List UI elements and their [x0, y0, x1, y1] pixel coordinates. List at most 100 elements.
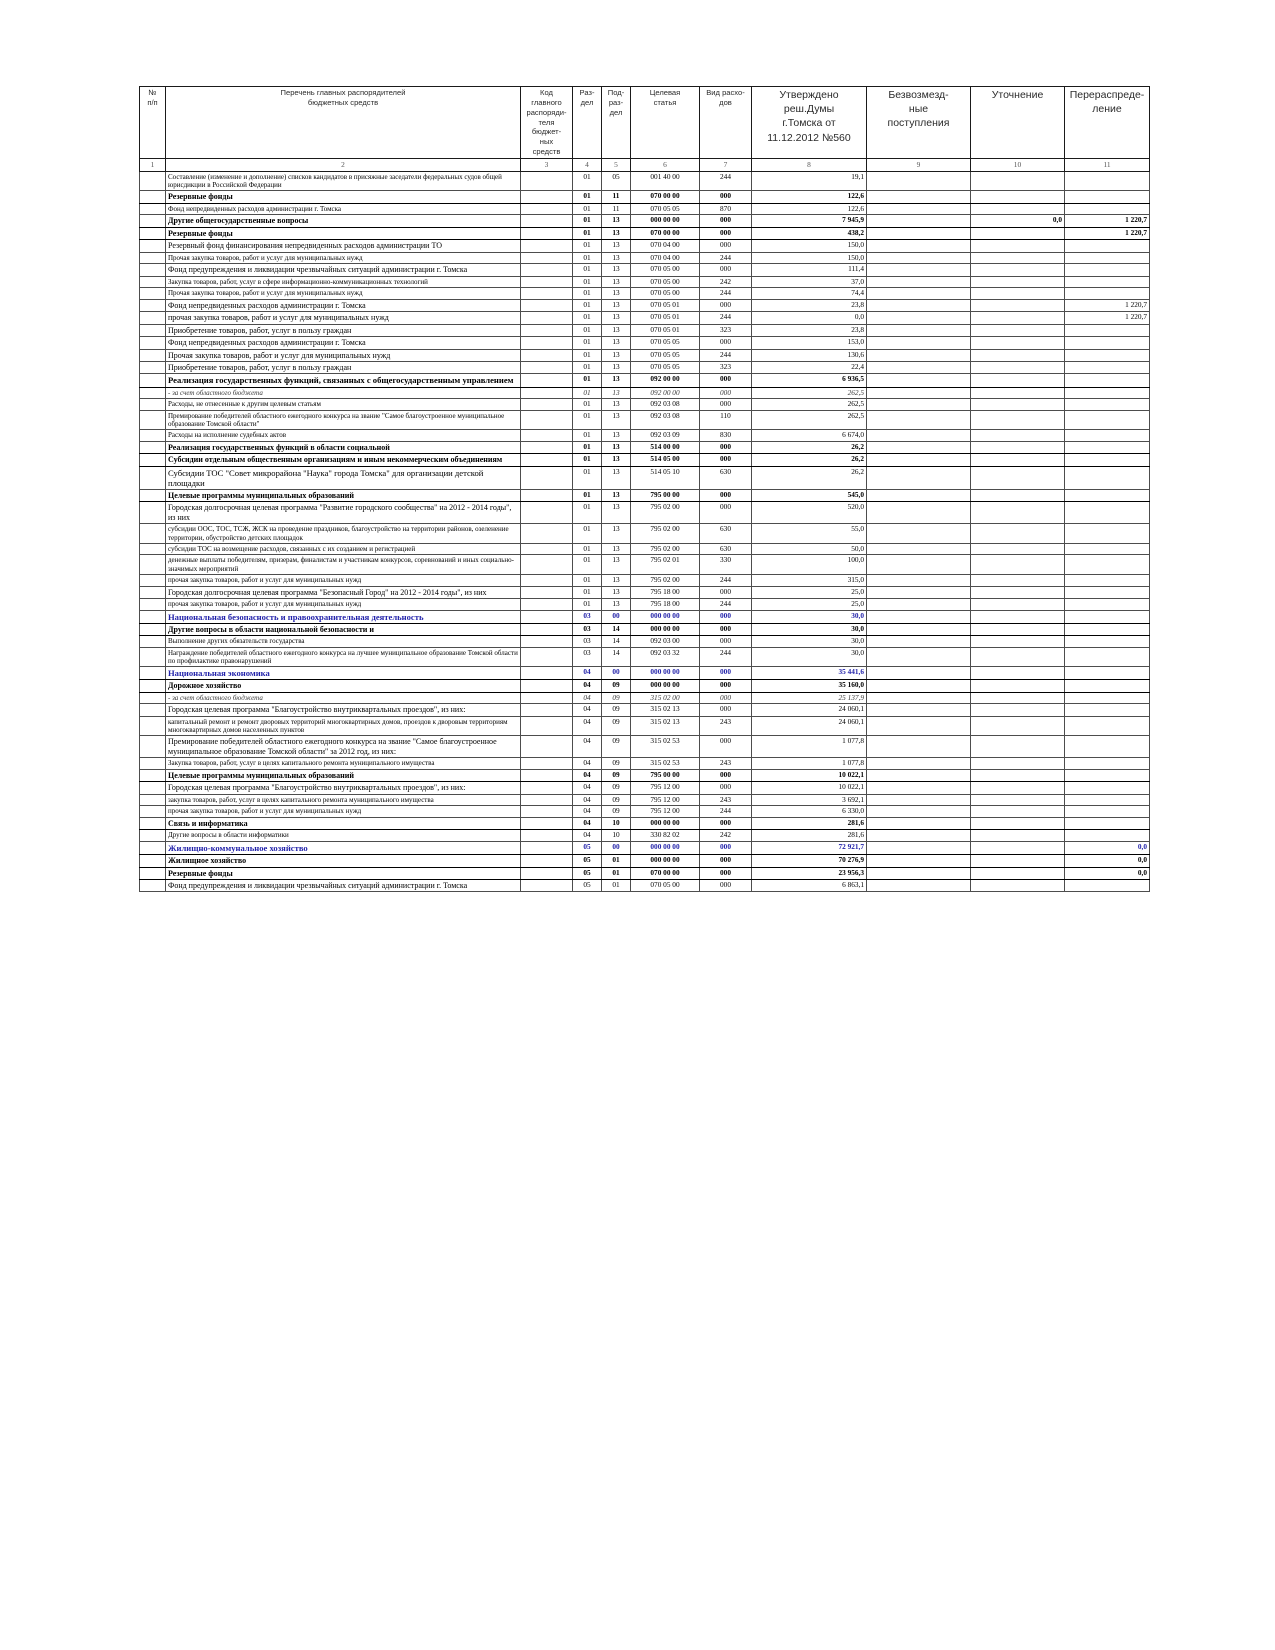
- cell-kod: [520, 585, 573, 600]
- cell-utverzhdeno: 545,0: [751, 488, 867, 503]
- cell-pereraspredelenie: [1064, 609, 1150, 624]
- cell-bezvozmezdnye: [866, 666, 971, 681]
- table-row: Реализация государственных функций, связ…: [139, 373, 1150, 388]
- cell-vid: 000: [699, 816, 752, 831]
- cell-podrazdel: 09: [601, 757, 631, 770]
- cell-podrazdel: 13: [601, 488, 631, 503]
- cell-num: [139, 398, 166, 411]
- header-razdel: Раз- дел: [572, 85, 602, 160]
- cell-utochnenie: [970, 598, 1065, 611]
- cell-kod: [520, 348, 573, 362]
- colnum-9: 9: [866, 158, 971, 172]
- table-row: Приобретение товаров, работ, услуг в пол…: [139, 323, 1150, 338]
- cell-razdel: 01: [572, 348, 602, 362]
- cell-podrazdel: 13: [601, 398, 631, 411]
- cell-pereraspredelenie: [1064, 829, 1150, 843]
- cell-utverzhdeno: 30,0: [751, 635, 867, 648]
- cell-kod: [520, 398, 573, 411]
- cell-kod: [520, 573, 573, 587]
- table-row: Премирование победителей областного ежег…: [139, 735, 1150, 759]
- table-row: Фонд непредвиденных расходов администрац…: [139, 202, 1150, 216]
- cell-razdel: 01: [572, 214, 602, 228]
- cell-utochnenie: [970, 635, 1065, 648]
- cell-razdel: 04: [572, 816, 602, 831]
- cell-num: [139, 170, 166, 192]
- cell-pereraspredelenie: [1064, 585, 1150, 600]
- cell-podrazdel: 11: [601, 190, 631, 204]
- cell-name: субсидии ТОС на возмещение расходов, свя…: [165, 542, 521, 556]
- cell-utochnenie: [970, 488, 1065, 503]
- cell-utochnenie: [970, 263, 1065, 277]
- cell-utverzhdeno: 50,0: [751, 542, 867, 556]
- cell-name: Фонд непредвиденных расходов администрац…: [165, 298, 521, 313]
- cell-vid: 000: [699, 866, 752, 881]
- cell-celevaya: 001 40 00: [630, 170, 700, 192]
- cell-razdel: 01: [572, 263, 602, 277]
- cell-num: [139, 879, 166, 893]
- cell-bezvozmezdnye: [866, 554, 971, 575]
- cell-num: [139, 703, 166, 717]
- table-row: Прочая закупка товаров, работ и услуг дл…: [139, 287, 1150, 300]
- cell-bezvozmezdnye: [866, 622, 971, 637]
- cell-utverzhdeno: 26,2: [751, 465, 867, 491]
- cell-razdel: 04: [572, 793, 602, 807]
- cell-bezvozmezdnye: [866, 793, 971, 807]
- table-row: - за счет областного бюджета 01 13 092 00 0…: [139, 386, 1150, 400]
- cell-utochnenie: [970, 386, 1065, 400]
- cell-kod: [520, 829, 573, 843]
- cell-vid: 000: [699, 691, 752, 705]
- cell-podrazdel: 13: [601, 323, 631, 338]
- table-row: Субсидии отдельным общественным организа…: [139, 453, 1150, 467]
- cell-razdel: 01: [572, 298, 602, 313]
- cell-celevaya: 070 05 00: [630, 275, 700, 289]
- cell-pereraspredelenie: [1064, 409, 1150, 431]
- cell-celevaya: 315 02 00: [630, 691, 700, 705]
- cell-kod: [520, 311, 573, 325]
- cell-celevaya: 000 00 00: [630, 666, 700, 681]
- table-row: Другие вопросы в области национальной бе…: [139, 622, 1150, 637]
- cell-pereraspredelenie: [1064, 793, 1150, 807]
- cell-num: [139, 360, 166, 375]
- cell-kod: [520, 635, 573, 648]
- cell-num: [139, 263, 166, 277]
- cell-pereraspredelenie: [1064, 523, 1150, 544]
- cell-vid: 000: [699, 453, 752, 467]
- table-row: Городская долгосрочная целевая программа…: [139, 585, 1150, 600]
- cell-celevaya: 070 00 00: [630, 190, 700, 204]
- cell-utochnenie: [970, 554, 1065, 575]
- cell-utverzhdeno: 520,0: [751, 501, 867, 525]
- cell-bezvozmezdnye: [866, 781, 971, 795]
- cell-bezvozmezdnye: [866, 386, 971, 400]
- cell-razdel: 01: [572, 465, 602, 491]
- cell-razdel: 01: [572, 239, 602, 253]
- cell-bezvozmezdnye: [866, 311, 971, 325]
- cell-utochnenie: [970, 190, 1065, 204]
- cell-razdel: 04: [572, 781, 602, 795]
- table-row: прочая закупка товаров, работ и услуг дл…: [139, 573, 1150, 587]
- table-row: прочая закупка товаров, работ и услуг дл…: [139, 598, 1150, 611]
- cell-vid: 244: [699, 170, 752, 192]
- cell-bezvozmezdnye: [866, 523, 971, 544]
- table-row: Фонд предупреждения и ликвидации чрезвыч…: [139, 263, 1150, 277]
- cell-podrazdel: 01: [601, 866, 631, 881]
- cell-bezvozmezdnye: [866, 275, 971, 289]
- cell-utverzhdeno: 35 441,6: [751, 666, 867, 681]
- cell-utverzhdeno: 438,2: [751, 226, 867, 241]
- cell-num: [139, 386, 166, 400]
- cell-podrazdel: 00: [601, 841, 631, 856]
- cell-utverzhdeno: 281,6: [751, 816, 867, 831]
- cell-utverzhdeno: 25 137,9: [751, 691, 867, 705]
- cell-num: [139, 488, 166, 503]
- table-row: Целевые программы муниципальных образова…: [139, 488, 1150, 503]
- cell-kod: [520, 190, 573, 204]
- cell-pereraspredelenie: [1064, 348, 1150, 362]
- cell-kod: [520, 251, 573, 265]
- cell-utverzhdeno: 150,0: [751, 239, 867, 253]
- cell-num: [139, 585, 166, 600]
- cell-vid: 244: [699, 311, 752, 325]
- cell-podrazdel: 13: [601, 298, 631, 313]
- cell-utverzhdeno: 262,5: [751, 386, 867, 400]
- cell-utochnenie: [970, 409, 1065, 431]
- cell-kod: [520, 609, 573, 624]
- cell-pereraspredelenie: 1 220,7: [1064, 298, 1150, 313]
